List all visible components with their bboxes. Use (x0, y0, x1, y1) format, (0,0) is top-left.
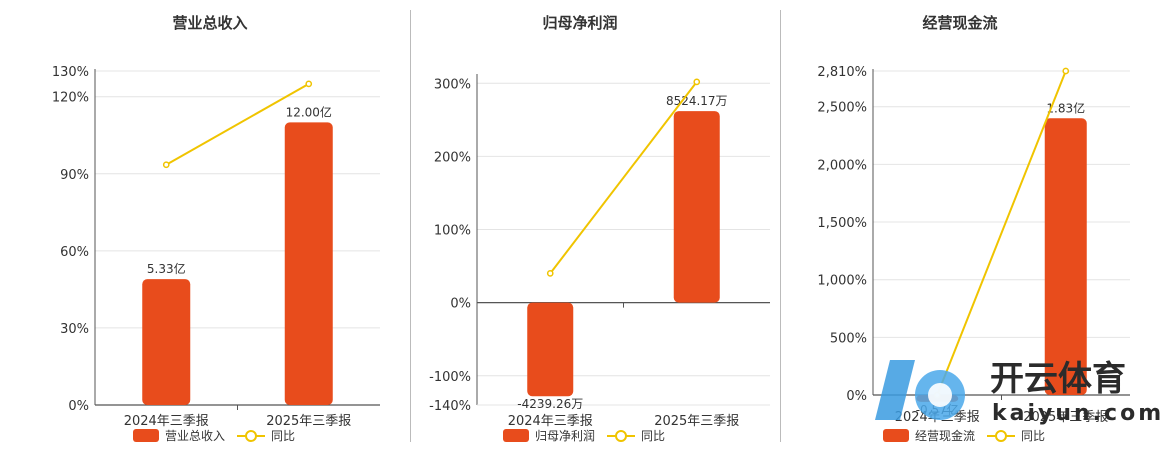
x-tick-label: 2024年三季报 (124, 414, 209, 429)
bar (673, 111, 720, 303)
y-tick-label: 1,000% (817, 274, 867, 289)
yoy-point (693, 78, 701, 86)
x-tick-label: 2024年三季报 (508, 414, 593, 429)
yoy-point (1062, 67, 1070, 75)
bar-data-label: 12.00亿 (286, 104, 332, 119)
legend-line-label: 同比 (641, 429, 665, 443)
legend-line-marker (245, 430, 257, 442)
chart-revenue-svg: 营业总收入 0% 30% 60% 90% 120% 130% 2024年三季报 5.33亿 202… (52, 14, 380, 443)
y-tick-label: 90% (60, 168, 89, 183)
legend-bar-label: 经营现金流 (915, 428, 975, 443)
yoy-line (936, 70, 1067, 396)
yoy-point (546, 270, 554, 277)
x-tick-label: 2025年三季报 (266, 414, 351, 429)
bar (284, 122, 333, 405)
y-tick-label: 130% (52, 65, 89, 80)
chart-title: 经营现金流 (922, 14, 997, 32)
chart-net-profit-svg: 归母净利润 -140% -100% 0% 100% 200% 300% 2024年三季报 -42… (429, 14, 770, 443)
yoy-point (162, 161, 170, 169)
x-tick-label: 2025年三季报 (654, 414, 739, 429)
yoy-line (549, 81, 698, 275)
legend-line-marker (615, 430, 627, 442)
bar-data-label: -4239.26万 (517, 397, 583, 411)
y-tick-label: 2,810% (817, 65, 867, 80)
legend-bar-swatch (883, 429, 909, 442)
bar-data-label: 8524.17万 (666, 94, 728, 108)
legend-bar-label: 归母净利润 (535, 429, 595, 443)
y-tick-label: 0% (846, 389, 867, 404)
x-tick-label: 2025年三季报 (1023, 410, 1108, 425)
y-tick-label: 500% (830, 331, 867, 346)
bar (142, 279, 191, 405)
bar-data-label: 1.83亿 (1046, 100, 1085, 115)
panel-divider (780, 10, 781, 442)
chart-revenue: 营业总收入 0% 30% 60% 90% 120% 130% 2024年三季报 5.33亿 202… (0, 0, 400, 450)
legend-bar-swatch (133, 429, 159, 442)
y-tick-label: 0% (68, 399, 89, 414)
watermark-logo: 开云体育 kaiyun.com (870, 350, 1160, 430)
legend-line-marker (995, 430, 1007, 442)
y-tick-label: 30% (60, 322, 89, 337)
bar (1044, 118, 1087, 396)
y-tick-label: 2,000% (817, 158, 867, 173)
legend-line-label: 同比 (1021, 429, 1045, 443)
legend-line-label: 同比 (271, 429, 295, 443)
y-tick-label: 100% (434, 224, 471, 239)
y-tick-label: 200% (434, 150, 471, 165)
chart-title: 归母净利润 (542, 14, 617, 32)
bar-data-label: 5.33亿 (147, 261, 186, 276)
legend-bar-swatch (503, 429, 529, 442)
chart-net-profit: 归母净利润 -140% -100% 0% 100% 200% 300% 2024年三季报 -42… (400, 0, 780, 450)
y-tick-label: 1,500% (817, 216, 867, 231)
yoy-line (165, 82, 310, 166)
yoy-point (305, 80, 313, 88)
y-tick-label: -100% (429, 370, 471, 385)
watermark-domain: kaiyun.com (992, 401, 1160, 426)
watermark-brand: 开云体育 (990, 359, 1126, 399)
panel-divider (410, 10, 411, 442)
y-tick-label: 0% (450, 297, 471, 312)
legend-bar-label: 营业总收入 (165, 429, 225, 443)
bar (527, 302, 574, 397)
y-tick-label: 60% (60, 245, 89, 260)
y-tick-label: 120% (52, 91, 89, 106)
y-tick-label: -140% (429, 399, 471, 414)
chart-title: 营业总收入 (172, 14, 247, 32)
y-tick-label: 300% (434, 77, 471, 92)
y-tick-label: 2,500% (817, 101, 867, 116)
